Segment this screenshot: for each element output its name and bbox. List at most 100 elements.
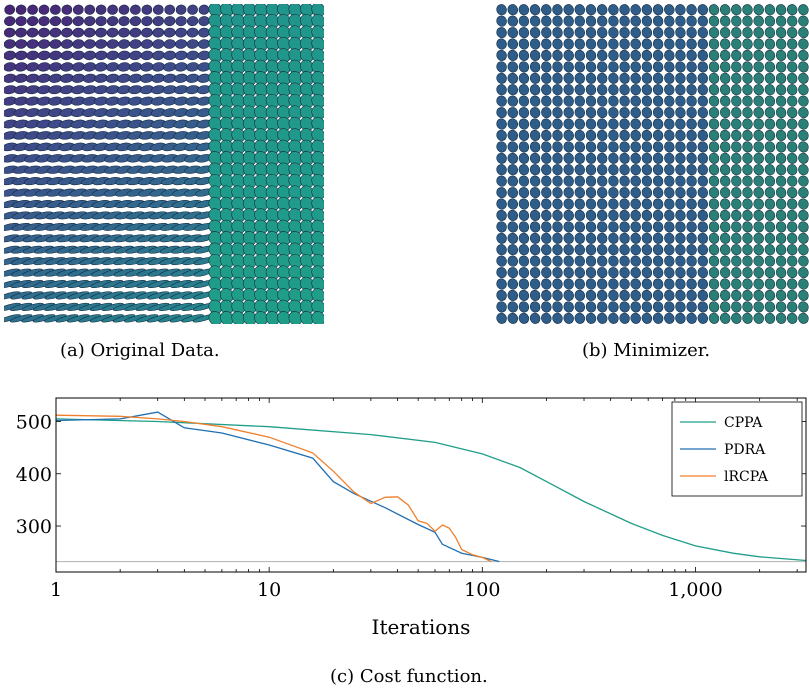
ellipsoid-glyph: [541, 61, 552, 73]
ellipsoid-glyph: [288, 116, 303, 132]
ellipsoid-glyph: [71, 62, 85, 72]
ellipsoid-glyph: [798, 129, 809, 141]
ellipsoid-glyph: [242, 254, 257, 269]
ellipsoid-glyph: [775, 84, 787, 96]
ellipsoid-glyph: [26, 39, 39, 49]
ellipsoid-glyph: [265, 14, 280, 29]
ellipsoid-glyph: [507, 221, 518, 233]
ellipsoid-glyph: [720, 198, 731, 210]
ellipsoid-glyph: [231, 94, 246, 109]
ellipsoid-glyph: [574, 38, 585, 50]
ellipsoid-glyph: [311, 265, 326, 280]
ellipsoid-glyph: [254, 254, 268, 269]
ellipsoid-glyph: [652, 152, 664, 164]
ellipsoid-glyph: [798, 61, 809, 73]
series-line-cppa: [55, 418, 807, 562]
ellipsoid-glyph: [608, 232, 619, 244]
ellipsoid-glyph: [242, 231, 257, 246]
ellipsoid-glyph: [507, 267, 518, 279]
ellipsoid-glyph: [697, 164, 708, 176]
ellipsoid-glyph: [242, 94, 257, 109]
ellipsoid-glyph: [277, 196, 291, 212]
ellipsoid-glyph: [507, 61, 518, 73]
ellipsoid-glyph: [552, 175, 563, 187]
ellipsoid-glyph: [79, 279, 101, 289]
ellipsoid-glyph: [159, 279, 181, 289]
ellipsoid-glyph: [787, 221, 798, 233]
ellipsoid-glyph: [608, 61, 619, 73]
ellipsoid-glyph: [630, 164, 641, 176]
ellipsoid-glyph: [277, 219, 291, 234]
ellipsoid-glyph: [764, 95, 776, 107]
ellipsoid-glyph: [518, 118, 530, 130]
ellipsoid-glyph: [311, 242, 326, 257]
ellipsoid-glyph: [731, 61, 742, 73]
ellipsoid-glyph: [563, 164, 574, 176]
ellipsoid-glyph: [708, 72, 720, 84]
ellipsoid-glyph: [798, 95, 809, 107]
ellipsoid-glyph: [181, 279, 204, 289]
ellipsoid-glyph: [675, 152, 686, 164]
ellipsoid-glyph: [507, 72, 518, 84]
ellipsoid-glyph: [641, 267, 653, 279]
ellipsoid-glyph: [174, 62, 188, 72]
ellipsoid-glyph: [518, 209, 530, 221]
ellipsoid-glyph: [708, 301, 720, 313]
ellipsoid-glyph: [265, 151, 280, 166]
ellipsoid-glyph: [585, 72, 597, 84]
ellipsoid-glyph: [507, 175, 518, 187]
ellipsoid-glyph: [574, 95, 585, 107]
ellipsoid-glyph: [608, 301, 619, 313]
ellipsoid-glyph: [518, 187, 530, 199]
ellipsoid-glyph: [507, 312, 518, 324]
ellipsoid-glyph: [198, 4, 210, 15]
ellipsoid-glyph: [277, 71, 291, 86]
ellipsoid-glyph: [652, 72, 664, 84]
ellipsoid-glyph: [619, 312, 630, 324]
ellipsoid-glyph: [675, 27, 686, 39]
ellipsoid-glyph: [529, 84, 541, 96]
ellipsoid-glyph: [664, 221, 675, 233]
ellipsoid-glyph: [764, 61, 776, 73]
ellipsoid-glyph: [507, 289, 518, 301]
ellipsoid-glyph: [585, 267, 597, 279]
ellipsoid-glyph: [787, 278, 798, 290]
ellipsoid-glyph: [529, 38, 541, 50]
ellipsoid-glyph: [529, 129, 541, 141]
ellipsoid-glyph: [675, 164, 686, 176]
ellipsoid-glyph: [496, 38, 507, 50]
ellipsoid-glyph: [641, 118, 653, 130]
ellipsoid-glyph: [731, 49, 742, 61]
ellipsoid-glyph: [742, 267, 753, 279]
ellipsoid-glyph: [563, 232, 574, 244]
ellipsoid-glyph: [686, 129, 697, 141]
ellipsoid-glyph: [231, 299, 246, 314]
ellipsoid-glyph: [775, 175, 787, 187]
ellipsoid-glyph: [265, 71, 280, 86]
ellipsoid-glyph: [507, 187, 518, 199]
ellipsoid-glyph: [136, 279, 158, 289]
ellipsoid-glyph: [608, 255, 619, 267]
ellipsoid-glyph: [563, 72, 574, 84]
ellipsoid-glyph: [496, 107, 507, 119]
ellipsoid-glyph: [265, 48, 280, 63]
ellipsoid-glyph: [265, 174, 280, 189]
ellipsoid-glyph: [300, 139, 314, 154]
ellipsoid-glyph: [597, 278, 608, 290]
ellipsoid-glyph: [742, 15, 753, 27]
ellipsoid-glyph: [742, 61, 753, 73]
ellipsoid-glyph: [208, 36, 223, 52]
ellipsoid-glyph: [641, 164, 653, 176]
ellipsoid-glyph: [675, 289, 686, 301]
legend: CPPA PDRA lRCPA: [671, 401, 803, 497]
ellipsoid-glyph: [641, 72, 653, 84]
ellipsoid-glyph: [175, 4, 187, 15]
ellipsoid-glyph: [641, 141, 653, 153]
ellipsoid-glyph: [630, 278, 641, 290]
ellipsoid-glyph: [552, 129, 563, 141]
ellipsoid-glyph: [720, 221, 731, 233]
ellipsoid-glyph: [697, 312, 708, 324]
ellipsoid-glyph: [664, 244, 675, 256]
ellipsoid-glyph: [764, 15, 776, 27]
ellipsoid-glyph: [619, 187, 630, 199]
